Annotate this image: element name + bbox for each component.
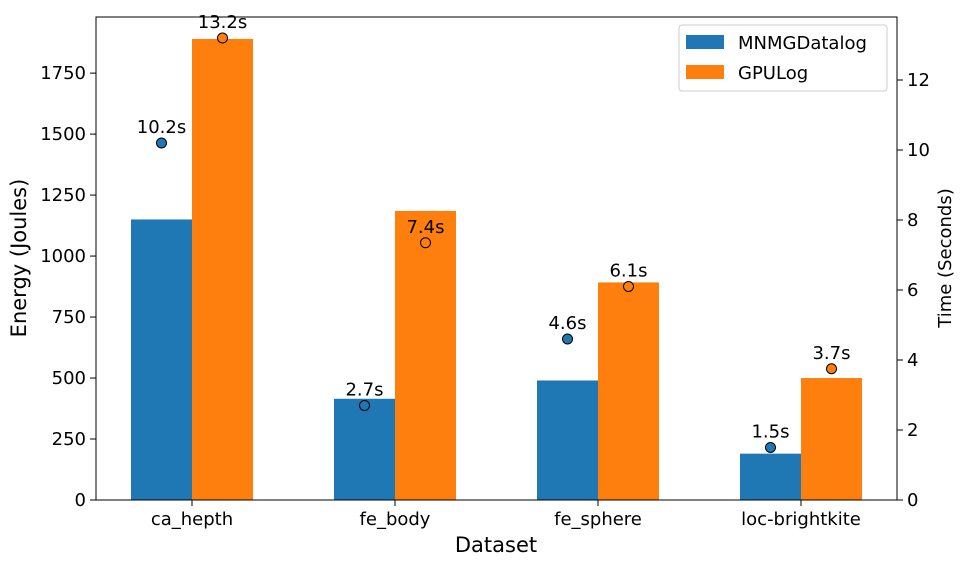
bar-gpulog-loc-brightkite [801,378,862,500]
bar-gpulog-fe_sphere [598,282,659,500]
y2-axis-title: Time (Seconds) [935,188,956,328]
bar-mnmgdatalog-fe_body [334,398,395,500]
x-tick-label: ca_hepth [151,509,233,530]
time-marker-gpulog-loc-brightkite [826,363,837,375]
bar-mnmgdatalog-fe_sphere [537,380,598,500]
y-tick-label: 1500 [40,124,86,145]
y2-tick-label: 6 [907,280,918,301]
y2-tick-label: 2 [907,420,918,441]
y-axis-title: Energy (Joules) [7,179,31,338]
bar-mnmgdatalog-loc-brightkite [740,453,801,500]
legend-swatch-gpulog [686,65,724,79]
time-marker-gpulog-fe_sphere [623,281,634,292]
y-tick-label: 250 [52,429,86,450]
legend-swatch-mnmgdatalog [686,35,724,49]
bar-mnmgdatalog-ca_hepth [131,219,192,500]
y-tick-label: 1000 [40,246,86,267]
time-label-mnmgdatalog-loc-brightkite: 1.5s [751,422,789,443]
time-label-gpulog-ca_hepth: 13.2s [198,12,247,33]
legend-label-mnmgdatalog: MNMGDatalog [738,33,867,54]
time-label-gpulog-fe_sphere: 6.1s [609,261,647,282]
time-marker-gpulog-ca_hepth [217,32,228,44]
y-tick-label: 500 [52,368,86,389]
legend-frame [678,24,888,92]
time-label-mnmgdatalog-ca_hepth: 10.2s [137,117,186,138]
bar-gpulog-ca_hepth [192,38,253,501]
y-tick-label: 0 [75,490,86,511]
time-marker-mnmgdatalog-loc-brightkite [765,442,776,453]
time-label-gpulog-fe_body: 7.4s [406,217,444,238]
y-tick-label: 750 [52,307,86,328]
time-marker-mnmgdatalog-ca_hepth [156,137,167,149]
y2-tick-label: 12 [907,70,930,91]
time-label-mnmgdatalog-fe_body: 2.7s [345,380,383,401]
x-tick-label: fe_body [360,509,431,530]
time-marker-mnmgdatalog-fe_body [359,400,370,411]
bar-gpulog-fe_body [395,210,456,500]
y2-tick-label: 8 [907,210,918,231]
bars-layer [131,38,862,501]
axes-layer: 0 250 500 750 1000 1250 1500 1750 0 2 4 6 8 10 12 ca_he… [40,16,930,530]
y2-tick-label: 0 [907,490,918,511]
time-marker-gpulog-fe_body [420,237,431,249]
plot-frame [95,16,898,501]
time-label-gpulog-loc-brightkite: 3.7s [812,343,850,364]
x-axis-title: Dataset [455,533,537,557]
y-tick-label: 1250 [40,185,86,206]
time-markers-layer [156,32,837,453]
legend-label-gpulog: GPULog [738,63,808,84]
time-label-mnmgdatalog-fe_sphere: 4.6s [548,313,586,334]
x-tick-label: fe_sphere [554,509,642,530]
y2-tick-label: 4 [907,350,918,371]
y2-tick-label: 10 [907,140,930,161]
time-labels-layer: 10.2s 2.7s 4.6s 1.5s 13.2s 7.4s 6.1s 3.7s [137,12,851,443]
time-marker-mnmgdatalog-fe_sphere [562,333,573,345]
y-tick-label: 1750 [40,63,86,84]
x-tick-label: loc-brightkite [741,509,861,530]
legend: MNMGDatalog GPULog [678,24,888,92]
